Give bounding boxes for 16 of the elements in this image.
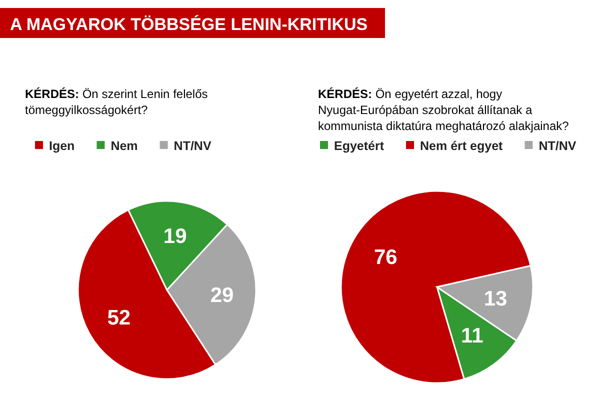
legend-label: NT/NV (538, 139, 577, 153)
data-label: 13 (484, 287, 508, 310)
chart-subtitle: KÉRDÉS: Ön egyetért azzal, hogy Nyugat-Európában szobrokat állítanak a kommunista diktatúra meghatározó alakjainak? (318, 87, 570, 133)
pie-slice (340, 190, 532, 384)
legend-label: Igen (49, 139, 75, 153)
legend-label: NT/NV (174, 139, 212, 153)
data-label: 52 (107, 306, 131, 330)
data-label: 76 (374, 246, 398, 270)
legend-label: Nem ért egyet (420, 139, 504, 153)
data-label: 11 (461, 324, 484, 348)
data-label: 29 (210, 284, 234, 307)
chart-title: A MAGYAROK TÖBBSÉGE LENIN-KRITIKUS (10, 14, 368, 34)
data-label: 19 (163, 224, 187, 248)
legend-label: Egyetért (334, 139, 385, 153)
chart-subtitle: KÉRDÉS: Ön szerint Lenin felelős tömeggyilkosságokért? (25, 87, 208, 117)
legend-label: Nem (110, 139, 138, 153)
